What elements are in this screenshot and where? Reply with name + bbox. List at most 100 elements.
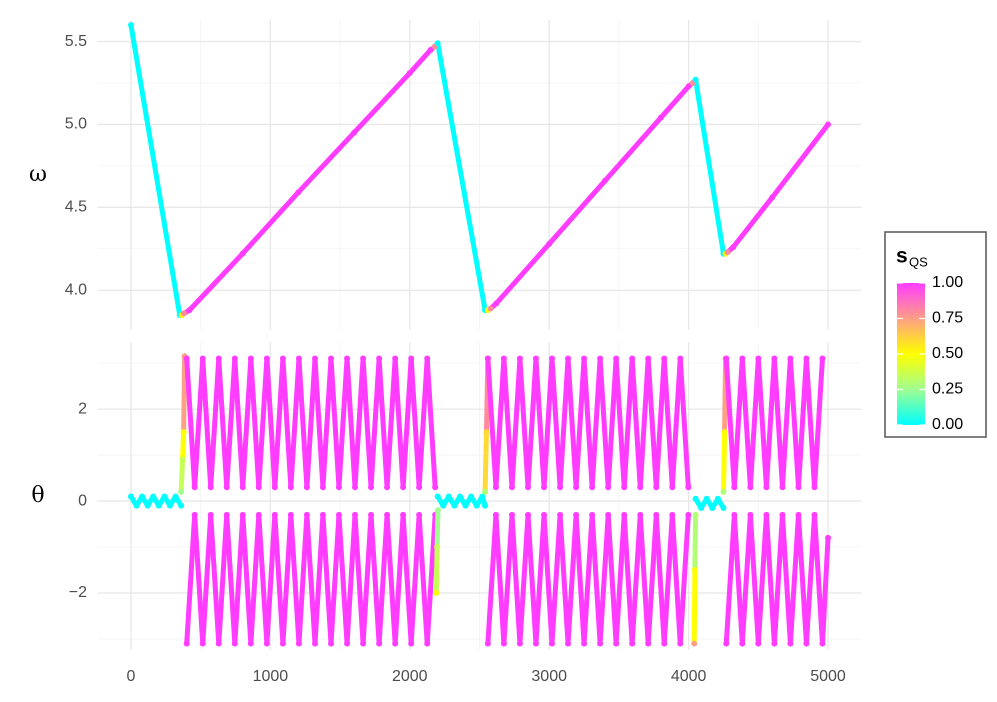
y-axis-label: θ	[31, 483, 44, 508]
line-segment	[629, 512, 643, 647]
point	[661, 640, 668, 647]
line-segment	[392, 356, 406, 490]
point	[691, 567, 698, 574]
line-segment	[658, 83, 692, 121]
line-segment	[557, 512, 571, 647]
point	[239, 250, 246, 257]
point	[724, 249, 731, 256]
point	[344, 640, 351, 647]
point	[287, 511, 294, 518]
point	[352, 511, 359, 518]
point	[795, 484, 802, 491]
point	[763, 511, 770, 518]
point	[445, 493, 452, 500]
line-segment	[597, 512, 611, 647]
point	[763, 484, 770, 491]
point	[597, 355, 604, 362]
colorbar-label: 0.25	[932, 381, 963, 398]
x-tick-label: 4000	[671, 668, 707, 685]
line-segment	[416, 512, 430, 647]
point	[328, 640, 335, 647]
line-segment	[637, 512, 651, 647]
point	[698, 504, 705, 511]
point	[669, 511, 676, 518]
line-segment	[200, 512, 214, 647]
line-segment	[803, 356, 818, 490]
line-segment	[200, 356, 214, 490]
line-segment	[637, 356, 651, 490]
point	[492, 511, 499, 518]
line-segment	[661, 356, 675, 490]
line-segment	[493, 241, 552, 306]
point	[433, 589, 440, 596]
point	[295, 355, 302, 362]
point	[692, 76, 699, 83]
line-segment	[546, 178, 608, 247]
line-segment	[320, 356, 334, 490]
line-segment	[433, 544, 440, 596]
point	[479, 493, 486, 500]
line-segment	[435, 40, 488, 313]
point	[677, 355, 684, 362]
point	[546, 240, 553, 247]
line-segment	[424, 512, 438, 647]
point	[344, 355, 351, 362]
point	[532, 355, 539, 362]
point	[795, 511, 802, 518]
point	[351, 129, 358, 136]
point	[271, 511, 278, 518]
point	[384, 511, 391, 518]
line-segment	[692, 512, 699, 573]
point	[787, 355, 794, 362]
point	[721, 429, 728, 436]
line-segment	[240, 356, 254, 490]
line-segment	[240, 512, 254, 647]
legend-subscript: QS	[909, 254, 928, 269]
x-tick-label: 1000	[253, 668, 289, 685]
y-tick-label: 5.5	[65, 33, 87, 50]
line-segment	[795, 356, 809, 490]
point	[565, 355, 572, 362]
line-segment	[216, 356, 230, 490]
line-segment	[653, 512, 667, 647]
line-segment	[434, 507, 441, 550]
point	[231, 355, 238, 362]
line-segment	[541, 356, 555, 490]
point	[247, 640, 254, 647]
point	[685, 83, 692, 90]
point	[692, 511, 699, 518]
line-segment	[485, 356, 499, 490]
line-segment	[549, 512, 563, 647]
line-segment	[573, 512, 587, 647]
line-segment	[224, 512, 238, 647]
line-segment	[769, 121, 831, 200]
point	[183, 640, 190, 647]
point	[161, 493, 168, 500]
point	[484, 355, 491, 362]
point	[376, 640, 383, 647]
line-segment	[376, 512, 390, 647]
point	[771, 355, 778, 362]
point	[183, 355, 190, 362]
point	[180, 310, 187, 317]
line-segment	[360, 512, 374, 647]
point	[179, 456, 186, 463]
point	[500, 640, 507, 647]
line-segment	[723, 512, 737, 647]
point	[392, 640, 399, 647]
point	[408, 355, 415, 362]
line-segment	[208, 512, 222, 647]
point	[714, 495, 721, 502]
point	[352, 484, 359, 491]
line-segment	[312, 512, 326, 647]
colorbar-label: 1.00	[932, 274, 963, 291]
point	[199, 355, 206, 362]
point	[573, 511, 580, 518]
line-segment	[525, 356, 539, 490]
point	[645, 640, 652, 647]
point	[311, 355, 318, 362]
point	[703, 495, 710, 502]
point	[723, 355, 730, 362]
line-segment	[216, 512, 230, 647]
line-segment	[304, 512, 318, 647]
